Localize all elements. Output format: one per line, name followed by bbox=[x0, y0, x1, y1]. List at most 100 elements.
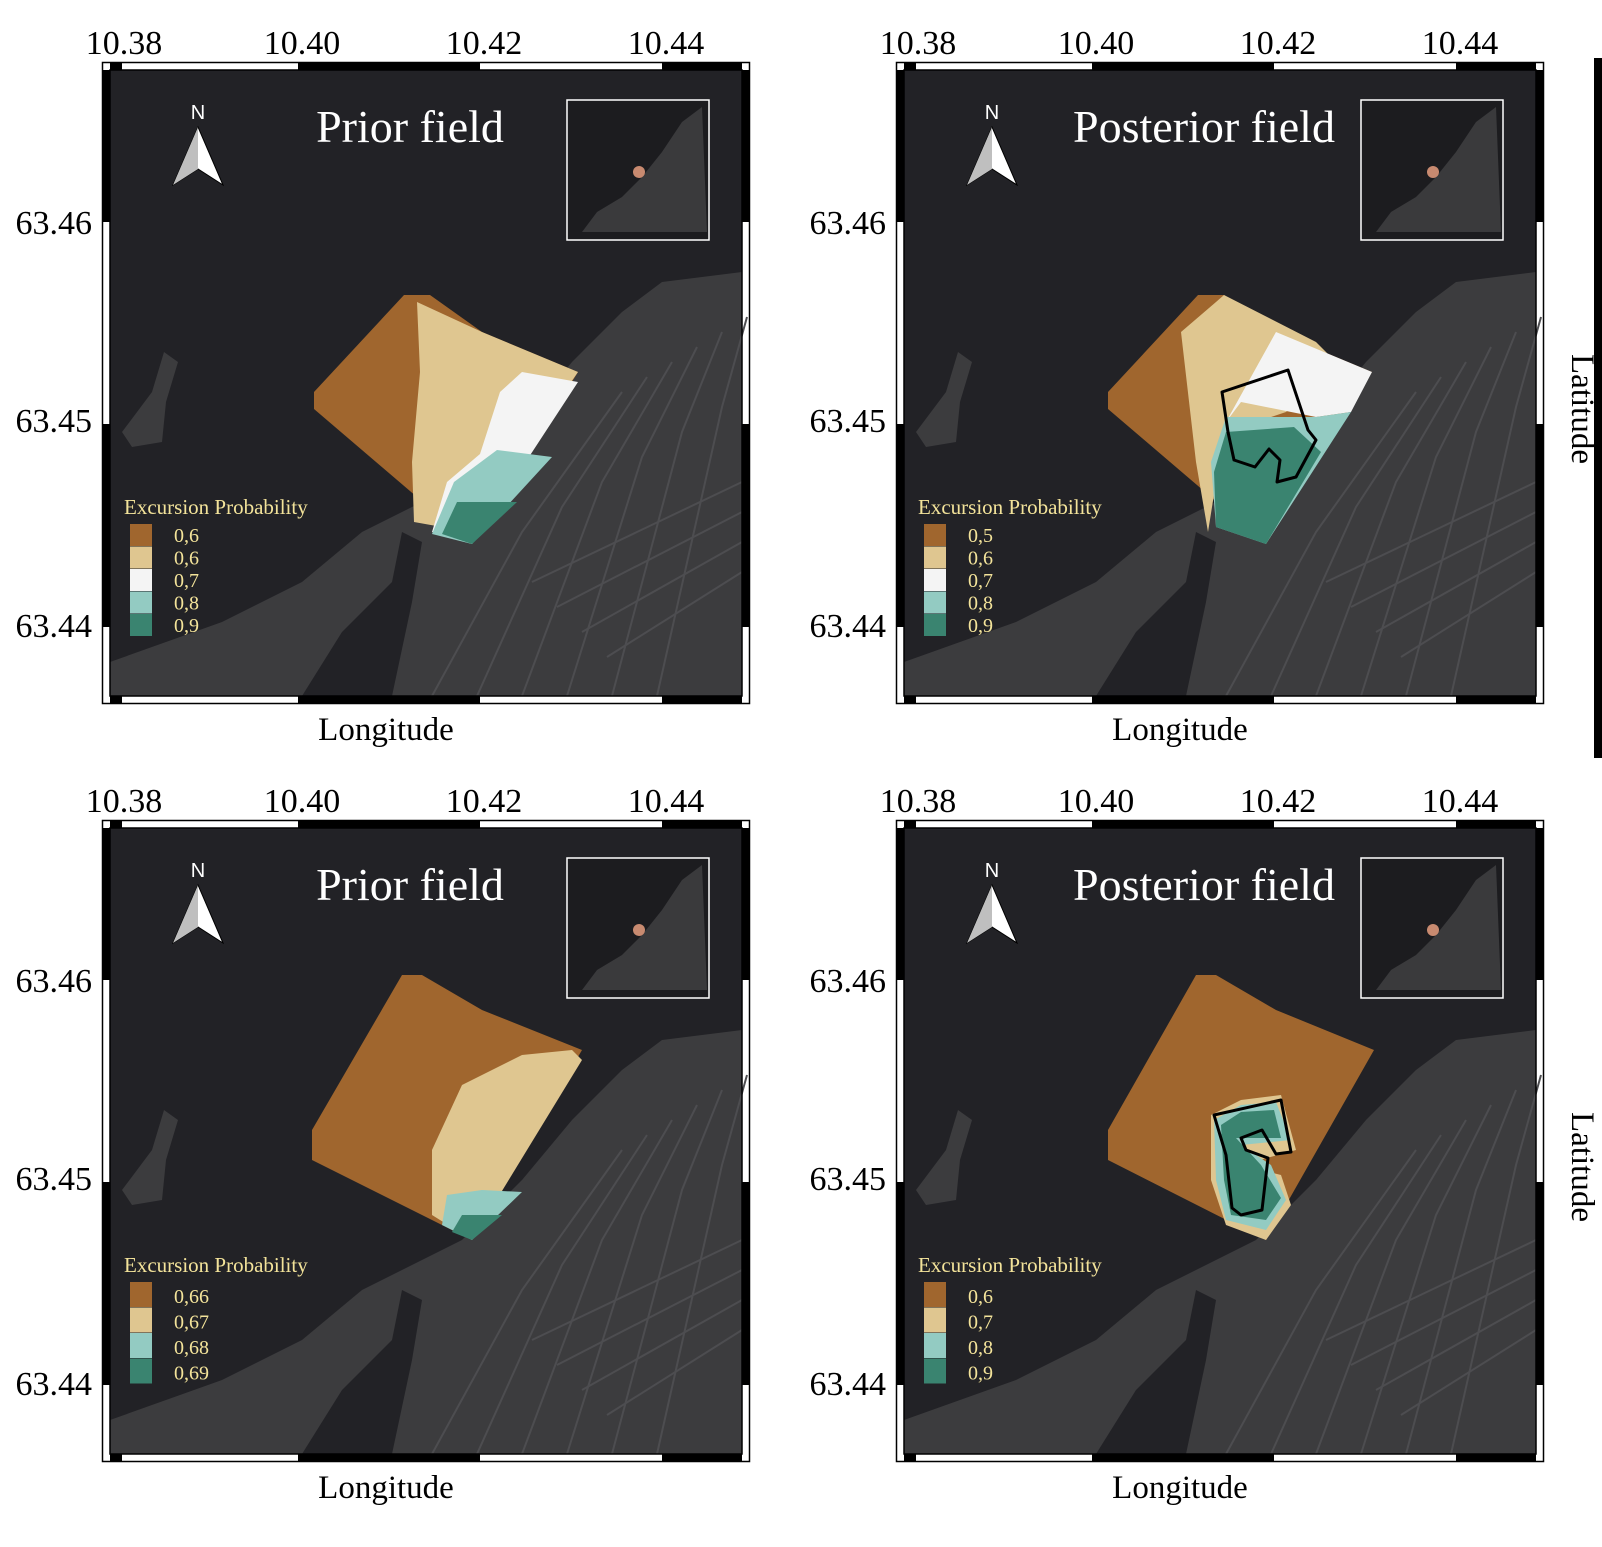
road-line bbox=[1400, 1329, 1537, 1416]
border-segment bbox=[742, 70, 750, 222]
legend-swatch bbox=[924, 524, 946, 546]
field-region-white bbox=[1226, 332, 1372, 422]
border-segment bbox=[662, 820, 742, 828]
north-arrow-shade bbox=[967, 885, 992, 943]
border-segment bbox=[896, 1182, 904, 1385]
legend-swatch bbox=[130, 614, 152, 636]
y-tick-label: 63.46 bbox=[810, 205, 887, 242]
border-segment bbox=[1536, 1182, 1544, 1385]
north-arrow-icon: N bbox=[965, 860, 1019, 945]
land-area bbox=[110, 1030, 742, 1454]
y-axis-label: Latitude bbox=[1564, 1112, 1600, 1222]
legend-swatch bbox=[924, 1358, 946, 1384]
north-label: N bbox=[191, 860, 205, 882]
road-line bbox=[521, 361, 673, 697]
legend-label: 0,68 bbox=[174, 1337, 209, 1359]
road-line bbox=[531, 1239, 743, 1341]
x-tick-label: 10.38 bbox=[86, 783, 163, 820]
border-segment bbox=[110, 696, 122, 704]
x-tick-label: 10.40 bbox=[1058, 25, 1135, 62]
border-segment bbox=[110, 1454, 122, 1462]
legend-label: 0,69 bbox=[174, 1363, 209, 1385]
peninsula-land bbox=[916, 1110, 972, 1205]
x-axis-label: Longitude bbox=[1112, 1470, 1248, 1506]
legend-title: Excursion Probability bbox=[124, 1253, 308, 1277]
road-line bbox=[1270, 1134, 1442, 1455]
legend-swatch bbox=[130, 1333, 152, 1358]
legend-label: 0,9 bbox=[174, 615, 199, 637]
border-segment bbox=[298, 62, 480, 70]
land-area bbox=[904, 1030, 1536, 1454]
legend-swatch bbox=[924, 614, 946, 636]
road-line bbox=[1375, 1299, 1537, 1391]
y-tick-label: 63.45 bbox=[810, 403, 887, 440]
legend-swatch bbox=[130, 1282, 152, 1307]
legend-label: 0,7 bbox=[968, 570, 993, 592]
road-line bbox=[556, 1269, 743, 1366]
border-segment bbox=[1092, 696, 1274, 704]
road-line bbox=[1375, 541, 1537, 633]
inset-location-marker bbox=[633, 166, 645, 178]
field-region-teal bbox=[1214, 427, 1321, 544]
road-line bbox=[1450, 316, 1542, 697]
border-segment bbox=[298, 696, 480, 704]
road-line bbox=[1450, 1074, 1542, 1455]
border-segment bbox=[1092, 820, 1274, 828]
north-arrow-icon: N bbox=[965, 102, 1019, 187]
road-line bbox=[1315, 1119, 1467, 1455]
border-segment bbox=[896, 424, 904, 627]
harbour-channel bbox=[1096, 532, 1216, 696]
inset-land bbox=[1376, 865, 1501, 990]
panel-4: N Posterior field Excursion Probability 0,6… bbox=[810, 783, 1601, 1506]
y-tick-label: 63.45 bbox=[810, 1161, 887, 1198]
inset-land bbox=[582, 865, 707, 990]
legend-label: 0,9 bbox=[968, 1363, 993, 1385]
road-line bbox=[1405, 331, 1517, 697]
road-line bbox=[431, 391, 623, 697]
road-line bbox=[611, 1089, 723, 1455]
y-tick-label: 63.46 bbox=[810, 963, 887, 1000]
panel-3: N Prior field Excursion Probability 0,66 0,6… bbox=[16, 783, 751, 1506]
x-tick-label: 10.38 bbox=[880, 25, 957, 62]
border-segment bbox=[1456, 696, 1536, 704]
legend-label: 0,6 bbox=[968, 548, 993, 570]
road-line bbox=[1325, 1239, 1537, 1341]
road-line bbox=[1325, 481, 1537, 583]
legend-title: Excursion Probability bbox=[918, 1253, 1102, 1277]
road-line bbox=[566, 346, 698, 697]
north-label: N bbox=[985, 102, 999, 124]
border-segment bbox=[298, 1454, 480, 1462]
legend-label: 0,9 bbox=[968, 615, 993, 637]
road-line bbox=[1225, 1149, 1417, 1455]
north-label: N bbox=[985, 860, 999, 882]
auv-path bbox=[1220, 368, 1318, 484]
road-line bbox=[1360, 1104, 1492, 1455]
x-tick-label: 10.38 bbox=[880, 783, 957, 820]
road-line bbox=[1360, 346, 1492, 697]
field-region-teal bbox=[452, 1215, 502, 1240]
border-segment bbox=[102, 70, 110, 222]
road-line bbox=[1270, 376, 1442, 697]
y-tick-label: 63.44 bbox=[810, 1366, 887, 1403]
legend-label: 0,66 bbox=[174, 1286, 209, 1308]
north-arrow-shade bbox=[173, 885, 198, 943]
road-line bbox=[1315, 361, 1467, 697]
road-line bbox=[531, 481, 743, 583]
road-line bbox=[431, 1149, 623, 1455]
y-tick-label: 63.44 bbox=[16, 1366, 93, 1403]
border-segment bbox=[662, 62, 742, 70]
border-segment bbox=[904, 62, 916, 70]
border-segment bbox=[662, 1454, 742, 1462]
peninsula-land bbox=[916, 352, 972, 447]
border-segment bbox=[904, 1454, 916, 1462]
legend-label: 0,8 bbox=[174, 593, 199, 615]
x-tick-label: 10.44 bbox=[628, 25, 705, 62]
panel-title: Posterior field bbox=[1073, 101, 1335, 152]
border-segment bbox=[1092, 62, 1274, 70]
inset-location-marker bbox=[633, 924, 645, 936]
border-segment bbox=[102, 1182, 110, 1385]
road-line bbox=[566, 1104, 698, 1455]
road-line bbox=[656, 1074, 748, 1455]
x-tick-label: 10.44 bbox=[1422, 25, 1499, 62]
